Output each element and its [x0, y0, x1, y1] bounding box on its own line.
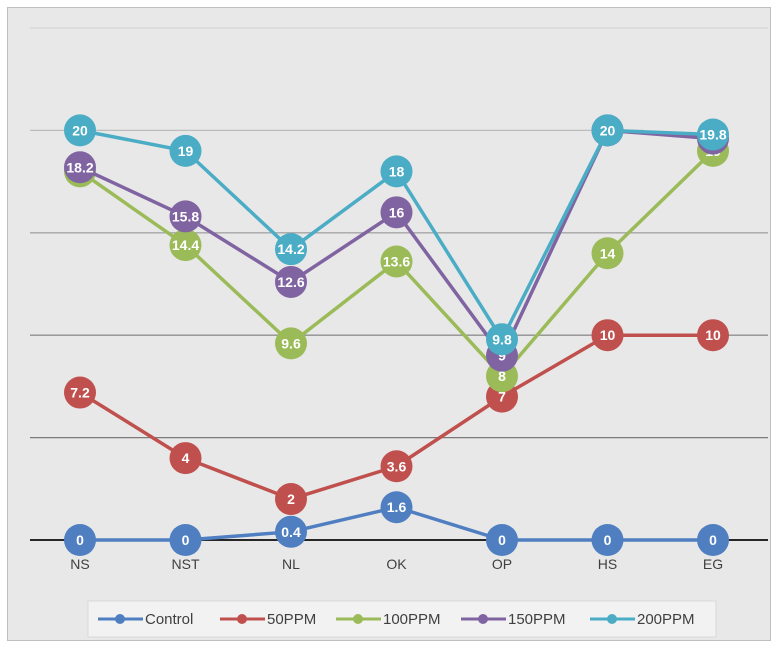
data-point — [169, 229, 202, 262]
data-label: 14.4 — [172, 237, 199, 253]
data-label: 0 — [709, 532, 717, 548]
data-point — [486, 524, 518, 556]
data-label: 3.6 — [387, 458, 407, 474]
data-point — [275, 265, 307, 298]
data-label: 2 — [287, 491, 295, 507]
x-tick-label: OK — [386, 556, 407, 572]
legend-swatch-marker — [478, 614, 488, 624]
data-point — [169, 524, 202, 556]
legend-swatch-marker — [607, 614, 617, 624]
data-label: 14.2 — [277, 241, 304, 257]
legend: Control 50PPM 100PPM 150PPM 200PPM — [87, 600, 717, 638]
data-point — [591, 237, 624, 270]
data-label: 7 — [498, 389, 506, 405]
series-200ppm: 20 19 14.2 18 9.8 20 19.8 — [64, 114, 729, 356]
data-point — [591, 114, 624, 147]
data-label: 9 — [498, 348, 506, 364]
data-point — [380, 196, 413, 229]
series-50ppm: 7.2 4 2 3.6 7 10 10 — [64, 319, 729, 516]
legend-entry: 200PPM — [637, 611, 695, 628]
data-point — [169, 134, 202, 167]
legend-entry: Control — [145, 611, 193, 628]
data-label: 10 — [705, 327, 721, 343]
data-label: 10 — [600, 327, 616, 343]
x-axis: NS NST NL OK OP HS EG — [30, 539, 768, 572]
data-label: 0 — [498, 532, 506, 548]
data-point — [64, 151, 96, 184]
data-label: 13.6 — [383, 253, 410, 269]
x-tick-label: EG — [703, 556, 723, 572]
data-label: 8 — [498, 368, 506, 384]
data-label: 15.8 — [172, 208, 199, 224]
data-point — [380, 155, 413, 188]
data-label: 0 — [604, 532, 612, 548]
legend-entry: 50PPM — [267, 611, 316, 628]
data-label: 0 — [182, 532, 190, 548]
x-tick-label: HS — [598, 556, 617, 572]
data-point — [64, 376, 96, 409]
legend-swatch-marker — [237, 614, 247, 624]
data-label: 19 — [178, 143, 194, 159]
data-point — [275, 483, 307, 516]
x-tick-label: NS — [70, 556, 89, 572]
data-label: 12.6 — [277, 274, 304, 290]
legend-entry: 100PPM — [383, 611, 441, 628]
data-label: 20 — [72, 122, 88, 138]
data-point — [380, 491, 413, 524]
x-tick-label: NST — [172, 556, 200, 572]
legend-entry: 150PPM — [508, 611, 566, 628]
series-control: 0 0 0.4 1.6 0 0 0 — [64, 491, 729, 556]
data-point — [169, 442, 202, 475]
data-label: 18.2 — [66, 159, 93, 175]
data-point — [380, 245, 413, 278]
data-point — [380, 450, 413, 483]
gridlines — [30, 27, 768, 439]
data-label: 0 — [76, 532, 84, 548]
data-label: 14 — [600, 245, 616, 261]
data-point — [697, 319, 729, 352]
data-point — [64, 524, 96, 556]
x-tick-label: OP — [492, 556, 512, 572]
data-label: 16 — [389, 204, 405, 220]
chart-area — [7, 7, 771, 641]
data-point — [486, 323, 518, 356]
data-point — [591, 524, 624, 556]
data-point — [697, 118, 729, 151]
data-point — [697, 524, 729, 556]
data-point — [275, 233, 307, 266]
data-label: 18 — [389, 163, 405, 179]
data-label: 19.8 — [699, 126, 726, 142]
legend-swatch-marker — [115, 614, 125, 624]
data-label: 7.2 — [70, 385, 90, 401]
data-label: 9.6 — [281, 335, 301, 351]
data-point — [275, 515, 307, 548]
data-label: 4 — [182, 450, 190, 466]
x-tick-label: NL — [282, 556, 300, 572]
data-point — [275, 327, 307, 360]
data-point — [169, 200, 202, 233]
data-label: 20 — [600, 122, 616, 138]
data-label: 9.8 — [492, 331, 512, 347]
data-label: 1.6 — [387, 499, 407, 515]
data-point — [591, 319, 624, 352]
series-layer: 0 0 0.4 1.6 0 0 0 7.2 4 2 3.6 7 10 10 18 14.4 9.6 13.6 8 14… — [64, 114, 729, 556]
legend-swatch-marker — [353, 614, 363, 624]
data-label: 0.4 — [281, 524, 301, 540]
data-point — [64, 114, 96, 147]
